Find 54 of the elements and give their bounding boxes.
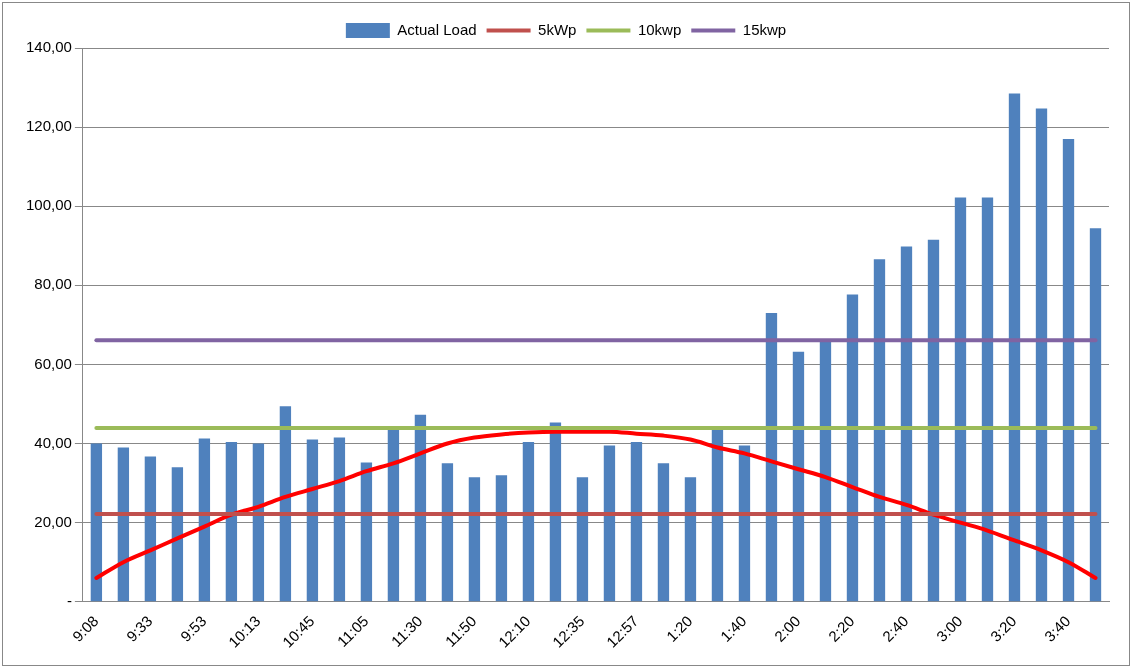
legend-label: Actual Load — [397, 20, 477, 38]
bar — [981, 197, 994, 602]
x-tick-label: 9:08 — [68, 612, 102, 645]
y-tick-label: 100,00 — [25, 196, 72, 214]
bar — [846, 294, 859, 602]
bar — [900, 246, 913, 602]
bar — [549, 422, 562, 602]
bar — [279, 406, 292, 602]
bar — [792, 351, 805, 602]
bar — [765, 313, 778, 602]
bar — [819, 340, 832, 602]
bar — [576, 477, 589, 602]
legend-label: 5kWp — [538, 20, 577, 38]
bar — [954, 197, 967, 602]
bar — [117, 447, 130, 602]
bar — [1089, 228, 1102, 602]
bar — [171, 467, 184, 602]
y-tick-label: 60,00 — [34, 354, 72, 372]
line-series — [94, 429, 1098, 580]
bar — [198, 438, 211, 602]
bar — [684, 477, 697, 602]
bar — [387, 428, 400, 602]
bar — [603, 445, 616, 602]
bar — [927, 239, 940, 602]
bar — [144, 456, 157, 602]
bar — [1062, 138, 1075, 602]
bar — [630, 441, 643, 602]
bar — [657, 463, 670, 602]
legend-label: 10kwp — [637, 20, 682, 38]
bar — [1035, 108, 1048, 602]
bar — [495, 475, 508, 602]
bar — [441, 463, 454, 602]
y-tick-label: 140,00 — [25, 38, 72, 56]
bar — [333, 437, 346, 602]
bar — [738, 445, 751, 602]
bar — [468, 477, 481, 602]
bar — [1008, 93, 1021, 602]
y-tick-label: 80,00 — [34, 275, 72, 293]
bar — [414, 414, 427, 602]
bar — [306, 439, 319, 602]
y-tick-label: - — [66, 591, 72, 609]
bar — [360, 462, 373, 602]
x-tick-label: 9:33 — [122, 612, 156, 645]
bar — [522, 441, 535, 602]
bar — [873, 259, 886, 602]
legend-label: 15kwp — [742, 20, 787, 38]
bar — [225, 441, 238, 602]
y-tick-label: 120,00 — [25, 117, 72, 135]
bar — [90, 443, 103, 602]
x-tick-label: 9:53 — [176, 612, 210, 645]
bar — [252, 443, 265, 602]
y-tick-label: 40,00 — [34, 433, 72, 451]
y-tick-label: 20,00 — [34, 512, 72, 530]
bar — [711, 428, 724, 602]
